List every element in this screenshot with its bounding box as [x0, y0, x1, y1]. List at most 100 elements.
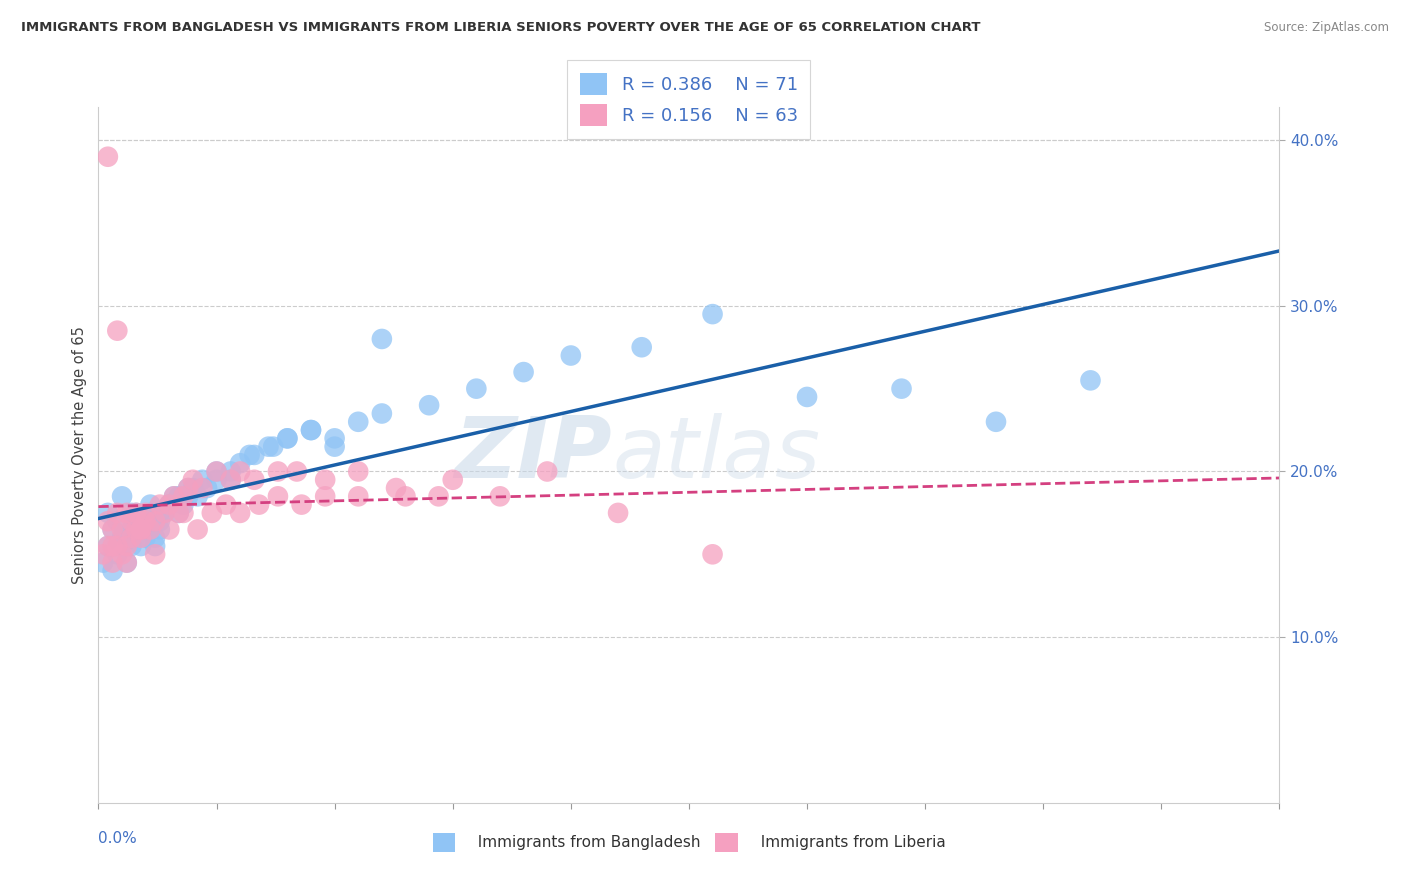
Point	[984, 415, 1007, 429]
Text: ZIP: ZIP	[454, 413, 612, 497]
Point	[201, 506, 224, 520]
Point	[163, 489, 186, 503]
Point	[276, 431, 298, 445]
Point	[163, 489, 186, 503]
Point	[157, 523, 180, 537]
Point	[267, 465, 290, 479]
Point	[257, 440, 280, 454]
Point	[91, 547, 114, 561]
Point	[323, 440, 346, 454]
Point	[101, 556, 124, 570]
Point	[205, 465, 228, 479]
Point	[314, 489, 336, 503]
Point	[262, 440, 284, 454]
Point	[139, 523, 162, 537]
Point	[105, 324, 128, 338]
Point	[129, 514, 152, 528]
Text: Source: ZipAtlas.com: Source: ZipAtlas.com	[1264, 21, 1389, 34]
Point	[702, 547, 724, 561]
Point	[91, 556, 114, 570]
Point	[111, 523, 134, 537]
Point	[205, 473, 228, 487]
Point	[143, 514, 166, 528]
Point	[139, 506, 162, 520]
Point	[125, 523, 148, 537]
Point	[153, 506, 176, 520]
Point	[143, 531, 166, 545]
Point	[247, 498, 270, 512]
Point	[607, 506, 630, 520]
Point	[512, 365, 534, 379]
Point	[371, 332, 394, 346]
Point	[115, 556, 138, 570]
Point	[115, 539, 138, 553]
Point	[172, 506, 194, 520]
Point	[191, 473, 214, 487]
Point	[187, 523, 209, 537]
Point	[385, 481, 408, 495]
Point	[796, 390, 818, 404]
Point	[111, 539, 134, 553]
Point	[105, 506, 128, 520]
Point	[177, 481, 200, 495]
Point	[172, 489, 194, 503]
Point	[267, 489, 290, 503]
Point	[441, 473, 464, 487]
Point	[314, 473, 336, 487]
Point	[111, 531, 134, 545]
Y-axis label: Seniors Poverty Over the Age of 65: Seniors Poverty Over the Age of 65	[72, 326, 87, 584]
Point	[105, 539, 128, 553]
Point	[129, 531, 152, 545]
Point	[167, 506, 190, 520]
Point	[135, 531, 157, 545]
Point	[195, 481, 218, 495]
Point	[229, 506, 252, 520]
Text: IMMIGRANTS FROM BANGLADESH VS IMMIGRANTS FROM LIBERIA SENIORS POVERTY OVER THE A: IMMIGRANTS FROM BANGLADESH VS IMMIGRANTS…	[21, 21, 980, 34]
Point	[97, 539, 120, 553]
Point	[129, 539, 152, 553]
Point	[125, 506, 148, 520]
Point	[177, 481, 200, 495]
Point	[97, 150, 120, 164]
Point	[115, 531, 138, 545]
Point	[157, 498, 180, 512]
Point	[347, 465, 370, 479]
Point	[290, 498, 312, 512]
Point	[143, 547, 166, 561]
Point	[111, 489, 134, 503]
Point	[97, 506, 120, 520]
Text: atlas: atlas	[612, 413, 820, 497]
Point	[239, 448, 262, 462]
Point	[347, 489, 370, 503]
Point	[181, 481, 204, 495]
Point	[630, 340, 652, 354]
Point	[139, 498, 162, 512]
Point	[219, 473, 242, 487]
Point	[187, 489, 209, 503]
Text: 0.0%: 0.0%	[98, 830, 138, 846]
Point	[101, 539, 124, 553]
Point	[125, 506, 148, 520]
Point	[105, 547, 128, 561]
Point	[115, 556, 138, 570]
Point	[418, 398, 440, 412]
Point	[101, 523, 124, 537]
Point	[205, 465, 228, 479]
Point	[890, 382, 912, 396]
Point	[702, 307, 724, 321]
Point	[157, 498, 180, 512]
Point	[143, 539, 166, 553]
Point	[243, 473, 266, 487]
Point	[215, 498, 238, 512]
Point	[121, 514, 143, 528]
Point	[135, 514, 157, 528]
Point	[139, 523, 162, 537]
Point	[371, 407, 394, 421]
Point	[394, 489, 416, 503]
Point	[149, 514, 172, 528]
Point	[129, 523, 152, 537]
Point	[121, 531, 143, 545]
Point	[129, 523, 152, 537]
Point	[299, 423, 322, 437]
Point	[129, 523, 152, 537]
